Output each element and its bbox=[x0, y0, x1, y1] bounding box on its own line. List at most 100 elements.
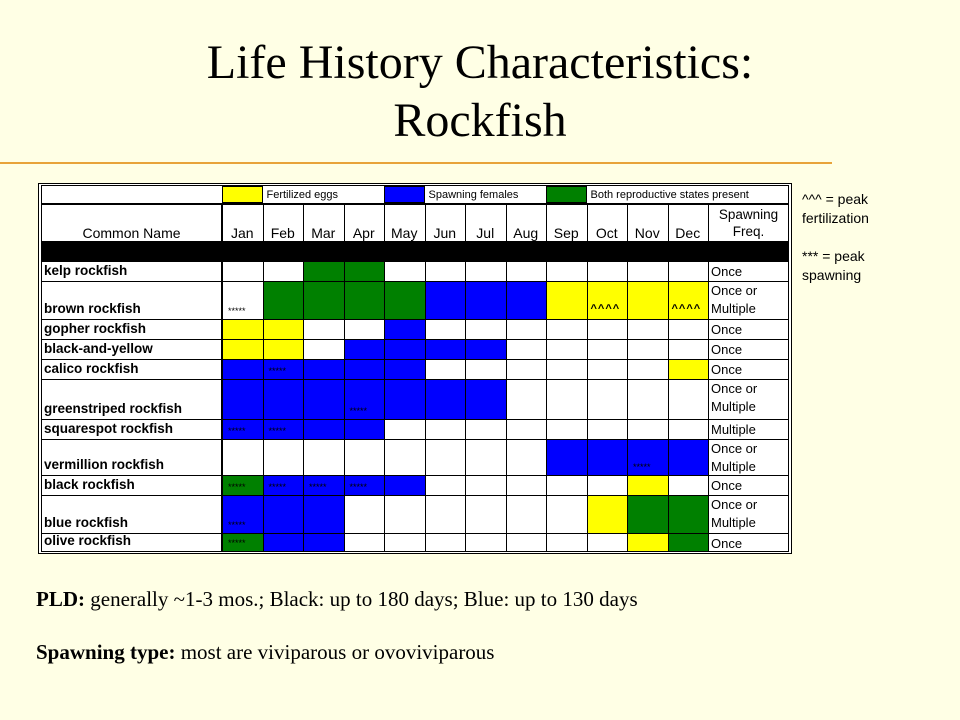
header-freq-line1: Spawning bbox=[718, 207, 779, 222]
month-cell bbox=[384, 439, 426, 476]
peak-spawning-mark: ***** bbox=[309, 482, 327, 492]
peak-fertilization-mark: ^^^^ bbox=[590, 303, 621, 315]
month-cell bbox=[586, 475, 628, 496]
month-cell bbox=[222, 339, 264, 360]
month-cell bbox=[303, 261, 345, 282]
slide-title: Life History Characteristics: Rockfish bbox=[0, 34, 960, 150]
month-cell bbox=[343, 281, 385, 320]
month-cell bbox=[667, 379, 709, 420]
month-cell bbox=[505, 319, 547, 340]
month-cell bbox=[343, 339, 385, 360]
peak-spawning-mark: ***** bbox=[349, 406, 368, 416]
header-freq-cell bbox=[708, 204, 789, 242]
freq-cell bbox=[708, 495, 789, 534]
month-cell bbox=[384, 319, 426, 340]
month-cell bbox=[262, 379, 304, 420]
month-cell bbox=[505, 339, 547, 360]
species-name: black rockfish bbox=[44, 477, 135, 492]
month-cell bbox=[384, 339, 426, 360]
spawning-type-text: most are viviparous or ovoviviparous bbox=[175, 640, 495, 664]
peak-spawning-mark: ***** bbox=[268, 426, 287, 436]
spawning-type-label: Spawning type: bbox=[36, 640, 176, 664]
month-cell bbox=[546, 439, 588, 476]
month-cell bbox=[222, 261, 264, 282]
legend-both-swatch bbox=[546, 186, 587, 203]
header-month-aug: Aug bbox=[513, 225, 539, 241]
header-month-dec: Dec bbox=[675, 225, 701, 241]
month-cell bbox=[384, 379, 426, 420]
legend-spawning-label: Spawning females bbox=[428, 189, 519, 201]
month-cell bbox=[505, 439, 547, 476]
month-cell bbox=[546, 475, 588, 496]
month-cell bbox=[384, 281, 426, 320]
header-month-jan: Jan bbox=[230, 225, 254, 241]
month-cell bbox=[505, 475, 547, 496]
month-cell bbox=[262, 495, 304, 534]
freq-cell bbox=[708, 379, 789, 420]
month-cell bbox=[303, 419, 345, 440]
month-cell bbox=[546, 419, 588, 440]
month-cell bbox=[222, 379, 264, 420]
month-cell bbox=[343, 419, 385, 440]
species-name: olive rockfish bbox=[44, 533, 132, 548]
month-cell bbox=[505, 495, 547, 534]
peak-spawning-mark: ***** bbox=[228, 538, 246, 548]
legend-both-label: Both reproductive states present bbox=[590, 189, 749, 201]
header-month-nov: Nov bbox=[634, 225, 660, 241]
month-cell bbox=[586, 319, 628, 340]
month-cell bbox=[667, 261, 709, 282]
month-cell bbox=[465, 319, 507, 340]
spawning-frequency: Once bbox=[711, 478, 743, 493]
month-cell bbox=[627, 475, 669, 496]
species-name-cell bbox=[41, 379, 222, 420]
spawning-frequency: Once or Multiple bbox=[711, 381, 758, 414]
month-cell bbox=[262, 533, 304, 552]
month-cell bbox=[424, 339, 466, 360]
title-divider bbox=[0, 162, 832, 164]
month-cell bbox=[546, 379, 588, 420]
month-cell bbox=[627, 533, 669, 552]
month-cell bbox=[424, 419, 466, 440]
month-cell bbox=[667, 439, 709, 476]
month-cell bbox=[505, 533, 547, 552]
month-cell bbox=[586, 533, 628, 552]
month-cell bbox=[343, 439, 385, 476]
species-name: greenstriped rockfish bbox=[44, 401, 183, 416]
peak-spawning-note: *** = peak spawning bbox=[802, 248, 865, 283]
month-cell bbox=[627, 419, 669, 440]
month-cell bbox=[303, 339, 345, 360]
month-cell bbox=[627, 379, 669, 420]
month-cell bbox=[303, 495, 345, 534]
header-common-name: Common Name bbox=[82, 225, 181, 241]
month-cell bbox=[343, 379, 385, 420]
month-cell bbox=[384, 475, 426, 496]
month-cell bbox=[667, 419, 709, 440]
month-cell bbox=[667, 359, 709, 380]
peak-spawning-mark: ***** bbox=[228, 306, 246, 316]
month-cell bbox=[384, 419, 426, 440]
month-cell bbox=[465, 359, 507, 380]
month-cell bbox=[303, 379, 345, 420]
month-cell bbox=[627, 281, 669, 320]
species-name: vermillion rockfish bbox=[44, 457, 165, 472]
header-month-sep: Sep bbox=[553, 225, 579, 241]
month-cell bbox=[546, 319, 588, 340]
peak-spawning-mark: ***** bbox=[228, 520, 246, 530]
month-cell bbox=[505, 419, 547, 440]
month-cell bbox=[667, 339, 709, 360]
header-month-jul: Jul bbox=[476, 225, 495, 241]
month-cell bbox=[424, 379, 466, 420]
header-month-may: May bbox=[391, 225, 418, 241]
peak-fertilization-mark: ^^^^ bbox=[671, 303, 702, 315]
month-cell bbox=[424, 319, 466, 340]
legend-band bbox=[41, 185, 789, 204]
month-cell bbox=[465, 475, 507, 496]
month-cell bbox=[343, 533, 385, 552]
peak-fertilization-note: ^^^ = peak fertilization bbox=[802, 191, 869, 226]
month-cell bbox=[424, 359, 466, 380]
month-cell bbox=[222, 495, 264, 534]
header-common-name-cell bbox=[41, 204, 222, 242]
month-cell bbox=[505, 379, 547, 420]
freq-cell bbox=[708, 439, 789, 476]
month-cell bbox=[343, 495, 385, 534]
